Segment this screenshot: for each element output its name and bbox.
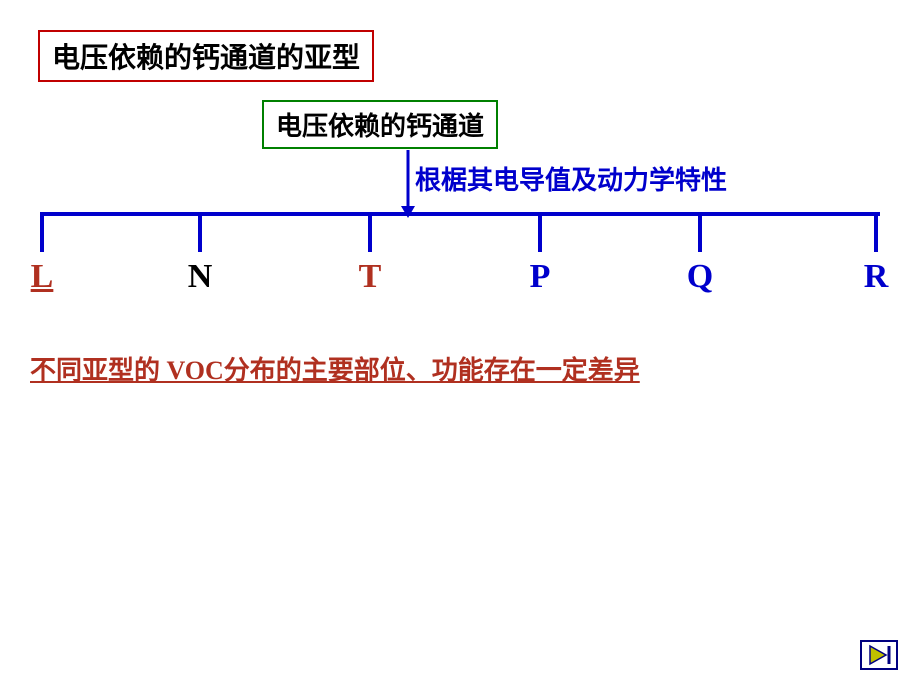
annotation-text: 根椐其电导值及动力学特性	[415, 160, 727, 197]
tree-label-T: T	[359, 258, 382, 296]
subtitle-box: 电压依赖的钙通道	[262, 100, 498, 149]
tree-label-Q: Q	[687, 258, 713, 296]
tree-tick	[368, 212, 372, 252]
tree-tick	[874, 212, 878, 252]
tree-tick	[538, 212, 542, 252]
tree-label-L: L	[31, 258, 54, 296]
tree-label-R: R	[864, 258, 889, 296]
footnote-text: 不同亚型的 VOC分布的主要部位、功能存在一定差异	[30, 350, 640, 387]
tree-tick	[198, 212, 202, 252]
page-title-box: 电压依赖的钙通道的亚型	[38, 30, 374, 82]
subtitle-text: 电压依赖的钙通道	[276, 112, 484, 141]
tree-label-P: P	[530, 258, 551, 296]
tree-label-N: N	[188, 258, 213, 296]
tree-tick	[40, 212, 44, 252]
next-slide-button[interactable]	[860, 640, 898, 670]
arrow-down-icon	[396, 150, 420, 220]
tree-tick	[698, 212, 702, 252]
page-title-text: 电压依赖的钙通道的亚型	[52, 43, 360, 74]
tree-horizontal-line	[40, 212, 880, 216]
